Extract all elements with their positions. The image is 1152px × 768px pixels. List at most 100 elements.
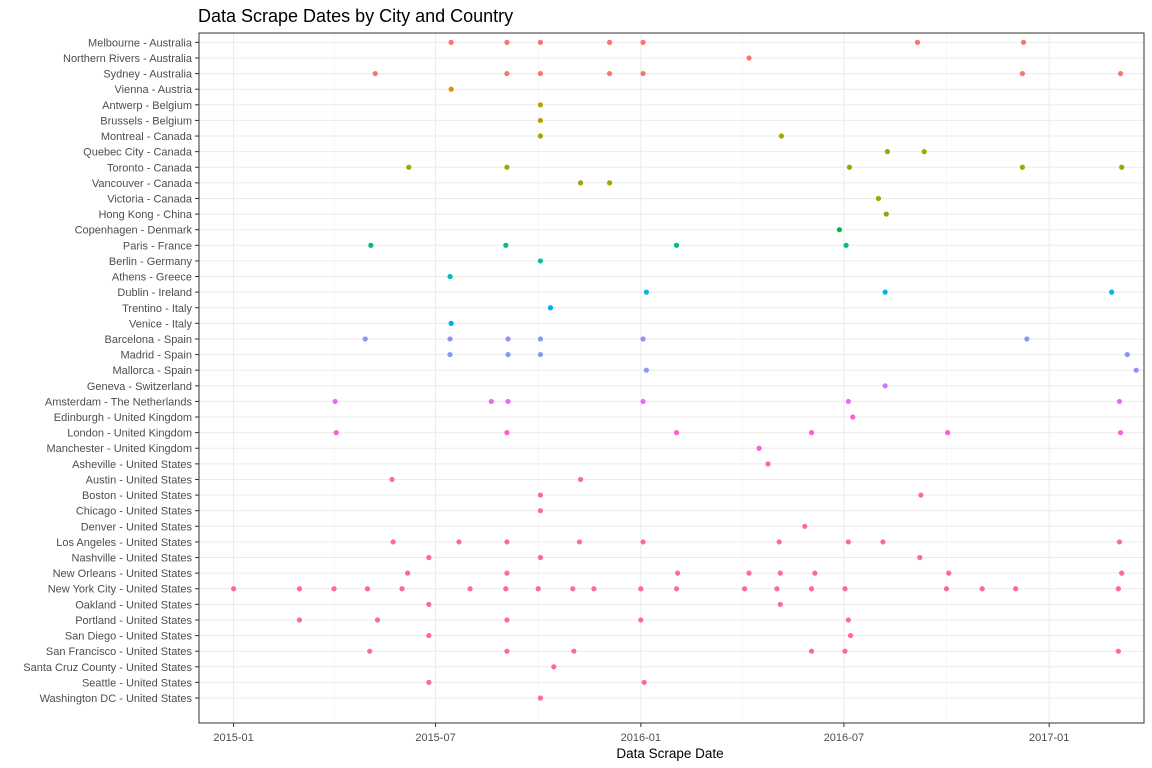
data-point <box>640 70 646 77</box>
data-point <box>778 133 784 139</box>
data-point <box>979 586 985 592</box>
data-point <box>537 39 544 45</box>
data-point <box>842 648 848 654</box>
data-point <box>1124 351 1130 358</box>
data-point <box>1019 70 1025 77</box>
data-points <box>230 39 1139 701</box>
data-point <box>606 70 613 77</box>
data-point <box>504 570 510 576</box>
data-point <box>945 430 951 436</box>
data-point <box>537 508 544 514</box>
data-point <box>447 336 453 342</box>
data-point <box>808 648 815 654</box>
data-point <box>673 430 680 436</box>
data-point <box>640 336 646 342</box>
data-point <box>765 461 771 467</box>
y-tick-label: Madrid - Spain <box>120 350 192 362</box>
data-point <box>1020 39 1027 45</box>
y-tick-label: Santa Cruz County - United States <box>23 662 192 674</box>
y-tick-label: Austin - United States <box>86 474 193 486</box>
data-point <box>1119 570 1125 576</box>
y-tick-label: Venice - Italy <box>129 318 192 330</box>
y-tick-label: Chicago - United States <box>76 506 193 518</box>
x-axis-ticks: 2015-01 2015-07 2016-01 2016-07 2017-01 <box>213 723 1069 744</box>
y-tick-label: Montreal - Canada <box>101 131 193 143</box>
data-point <box>802 523 808 529</box>
data-point <box>843 242 849 248</box>
data-point <box>537 351 544 358</box>
y-tick-label: Oakland - United States <box>75 599 192 611</box>
y-tick-label: Mallorca - Spain <box>113 365 192 377</box>
data-point <box>296 617 303 623</box>
data-point <box>812 570 818 576</box>
data-point <box>875 195 882 202</box>
y-tick-label: Denver - United States <box>81 521 193 533</box>
plot-frame <box>198 32 1145 724</box>
data-point <box>426 601 432 607</box>
y-tick-label: New Orleans - United States <box>53 568 193 580</box>
y-tick-label: Barcelona - Spain <box>105 334 192 346</box>
data-point <box>372 70 378 77</box>
data-point <box>333 430 339 436</box>
data-point <box>576 539 583 545</box>
data-point <box>467 586 473 592</box>
y-tick-label: San Francisco - United States <box>46 646 193 658</box>
data-point <box>777 601 783 607</box>
y-tick-label: Athens - Greece <box>112 272 192 284</box>
data-point <box>1116 398 1123 405</box>
data-point <box>537 695 544 701</box>
x-tick-label: 2016-01 <box>621 732 661 744</box>
y-tick-label: Portland - United States <box>75 615 192 627</box>
y-tick-label: Victoria - Canada <box>107 193 193 205</box>
y-tick-label: Toronto - Canada <box>107 162 193 174</box>
data-point <box>673 242 680 248</box>
y-tick-label: Edinburgh - United Kingdom <box>54 412 192 424</box>
data-point <box>390 539 396 545</box>
data-point <box>880 539 886 545</box>
data-point <box>1133 367 1139 373</box>
data-point <box>551 664 557 670</box>
y-tick-label: Vienna - Austria <box>115 84 193 96</box>
data-point <box>591 586 597 592</box>
data-point <box>537 102 544 108</box>
data-point <box>505 336 511 342</box>
data-point <box>884 149 890 155</box>
data-point <box>426 632 432 639</box>
data-point <box>641 679 647 686</box>
data-point <box>537 336 544 342</box>
data-point <box>504 164 510 170</box>
y-tick-label: Dublin - Ireland <box>117 287 192 299</box>
data-point <box>846 164 853 170</box>
data-point <box>406 164 412 170</box>
data-point <box>882 383 888 389</box>
data-point <box>845 539 851 545</box>
data-point <box>537 117 544 124</box>
data-point <box>503 586 509 592</box>
y-tick-label: Manchester - United Kingdom <box>46 443 192 455</box>
data-point <box>504 70 510 77</box>
y-tick-label: Boston - United States <box>82 490 193 502</box>
data-point <box>640 398 646 405</box>
data-point <box>883 211 889 217</box>
y-tick-label: New York City - United States <box>48 584 193 596</box>
data-point <box>368 242 374 248</box>
y-tick-label: Hong Kong - China <box>98 209 192 221</box>
data-point <box>362 336 368 342</box>
data-point <box>426 554 432 561</box>
data-point <box>426 679 432 686</box>
data-point <box>367 648 373 654</box>
y-tick-label: San Diego - United States <box>65 631 193 643</box>
y-tick-label: Quebec City - Canada <box>83 147 193 159</box>
data-point <box>640 539 646 545</box>
data-point <box>537 133 544 139</box>
data-point <box>1115 586 1121 592</box>
data-point <box>917 554 923 561</box>
x-tick-label: 2015-07 <box>415 732 455 744</box>
x-tick-label: 2017-01 <box>1029 732 1069 744</box>
chart-title: Data Scrape Dates by City and Country <box>198 6 513 26</box>
data-point <box>577 180 584 186</box>
x-axis-title: Data Scrape Date <box>616 746 723 761</box>
data-point <box>389 476 395 483</box>
data-point <box>447 351 453 358</box>
